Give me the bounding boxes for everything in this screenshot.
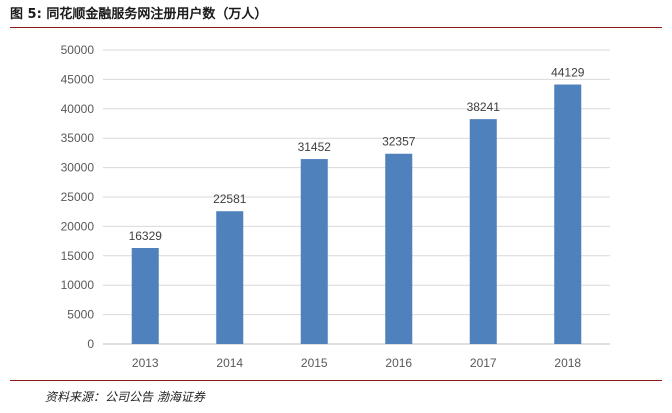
data-label-2014: 22581 bbox=[213, 192, 247, 206]
bars bbox=[131, 84, 582, 345]
data-label-2015: 31452 bbox=[298, 140, 332, 154]
y-tick-label: 50000 bbox=[61, 43, 95, 57]
y-tick-label: 10000 bbox=[61, 278, 95, 292]
y-tick-label: 0 bbox=[87, 337, 94, 351]
axes: 0 5000 10000 15000 20000 25000 30000 35000 40000… bbox=[61, 43, 610, 370]
figure-title-text: 同花顺金融服务网注册用户数（万人） bbox=[46, 7, 268, 22]
y-tick-label: 40000 bbox=[61, 102, 95, 116]
data-label-2018: 44129 bbox=[551, 66, 585, 80]
data-label-2013: 16329 bbox=[129, 229, 163, 243]
bar-2016 bbox=[385, 153, 413, 344]
figure-title: 图 5: 同花顺金融服务网注册用户数（万人） bbox=[10, 4, 662, 28]
y-tick-label: 15000 bbox=[61, 249, 95, 263]
x-tick-label: 2014 bbox=[216, 356, 243, 370]
source-note: 资料来源：公司公告 渤海证券 bbox=[10, 380, 662, 410]
y-tick-label: 5000 bbox=[67, 308, 94, 322]
y-tick-label: 45000 bbox=[61, 72, 95, 86]
bar-2018 bbox=[554, 84, 582, 344]
x-tick-label: 2013 bbox=[132, 356, 159, 370]
bar-2014 bbox=[216, 211, 244, 344]
figure-label: 图 5: bbox=[10, 7, 42, 22]
x-tick-label: 2015 bbox=[301, 356, 328, 370]
y-tick-label: 20000 bbox=[61, 219, 95, 233]
x-tick-label: 2016 bbox=[385, 356, 412, 370]
data-label-2017: 38241 bbox=[467, 100, 501, 114]
x-tick-label: 2018 bbox=[554, 356, 581, 370]
data-label-2016: 32357 bbox=[382, 135, 416, 149]
x-tick-label: 2017 bbox=[470, 356, 497, 370]
bar-2015 bbox=[300, 159, 328, 344]
bar-2017 bbox=[469, 119, 497, 345]
bar-2013 bbox=[131, 247, 159, 344]
data-labels: 16329 22581 31452 32357 38241 44129 bbox=[129, 66, 585, 243]
y-tick-label: 30000 bbox=[61, 161, 95, 175]
grid-lines bbox=[103, 49, 610, 316]
y-tick-label: 35000 bbox=[61, 131, 95, 145]
y-tick-label: 25000 bbox=[61, 190, 95, 204]
